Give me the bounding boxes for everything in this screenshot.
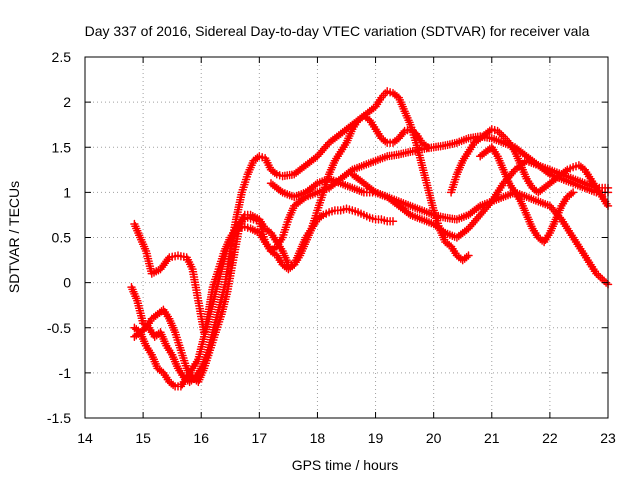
- y-tick-label: 0: [63, 275, 71, 291]
- x-tick-label: 16: [193, 430, 209, 446]
- x-tick-label: 22: [542, 430, 558, 446]
- x-tick-label: 19: [368, 430, 384, 446]
- y-tick-label: 1.5: [52, 139, 72, 155]
- y-tick-label: 1: [63, 184, 71, 200]
- x-tick-label: 15: [135, 430, 151, 446]
- series-track-6: [348, 156, 613, 242]
- x-tick-label: 17: [252, 430, 268, 446]
- series-track-4: [130, 132, 613, 391]
- y-tick-label: 0.5: [52, 230, 72, 246]
- series-group: [127, 87, 613, 391]
- x-tick-label: 23: [600, 430, 616, 446]
- y-tick-label: -0.5: [47, 320, 71, 336]
- series-track-8: [475, 143, 578, 247]
- x-tick-label: 21: [484, 430, 500, 446]
- x-axis-label: GPS time / hours: [292, 457, 399, 473]
- series-track-7: [446, 124, 613, 211]
- y-tick-label: -1.5: [47, 410, 71, 426]
- grid: [85, 57, 608, 418]
- y-tick-label: 2.5: [52, 49, 72, 65]
- y-tick-label: 2: [63, 94, 71, 110]
- chart-title: Day 337 of 2016, Sidereal Day-to-day VTE…: [85, 23, 590, 39]
- y-axis-label: SDTVAR / TECUs: [6, 181, 22, 293]
- x-tick-label: 14: [77, 430, 93, 446]
- y-tick-label: -1: [59, 365, 72, 381]
- series-track-3: [130, 111, 433, 387]
- series-track-2: [127, 87, 473, 387]
- ticks: 14 15 16 17 18 19 20 21 22 23 -1.5 -1 -0.5 0 0.5 1 1.5 2 2…: [47, 49, 616, 446]
- x-tick-label: 20: [426, 430, 442, 446]
- x-tick-label: 18: [310, 430, 326, 446]
